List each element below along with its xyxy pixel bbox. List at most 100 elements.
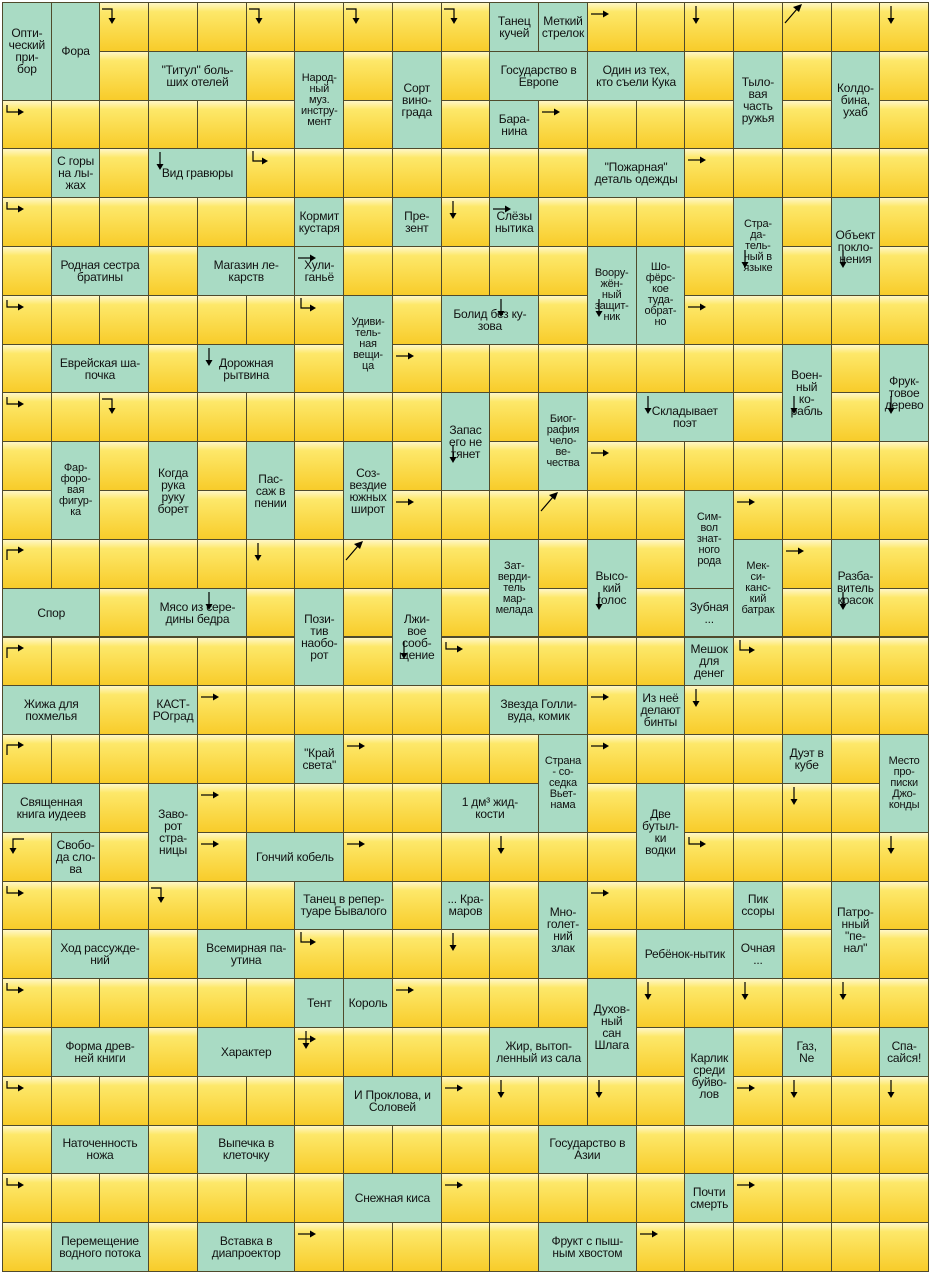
- answer-cell[interactable]: [391, 978, 442, 1028]
- answer-cell[interactable]: [586, 880, 637, 931]
- answer-cell[interactable]: [781, 50, 832, 101]
- answer-cell[interactable]: [684, 50, 735, 101]
- answer-cell[interactable]: [733, 392, 783, 443]
- answer-cell[interactable]: [196, 782, 247, 833]
- answer-cell[interactable]: [440, 538, 491, 589]
- answer-cell[interactable]: [879, 50, 929, 101]
- answer-cell[interactable]: [391, 441, 442, 492]
- answer-cell[interactable]: [196, 392, 247, 443]
- answer-cell[interactable]: [830, 831, 881, 882]
- answer-cell[interactable]: [148, 978, 198, 1028]
- answer-cell[interactable]: [245, 734, 296, 784]
- answer-cell[interactable]: [684, 734, 735, 784]
- answer-cell[interactable]: [196, 636, 247, 687]
- answer-cell[interactable]: [294, 1075, 345, 1126]
- answer-cell[interactable]: [2, 538, 52, 589]
- answer-cell[interactable]: [635, 99, 686, 150]
- answer-cell[interactable]: [733, 782, 783, 833]
- answer-cell[interactable]: [440, 490, 491, 540]
- answer-cell[interactable]: [196, 197, 247, 248]
- answer-cell[interactable]: [489, 392, 540, 443]
- answer-cell[interactable]: [99, 978, 150, 1028]
- answer-cell[interactable]: [684, 1222, 735, 1272]
- answer-cell[interactable]: [245, 978, 296, 1028]
- answer-cell[interactable]: [830, 294, 881, 345]
- answer-cell[interactable]: [391, 2, 442, 52]
- answer-cell[interactable]: [781, 99, 832, 150]
- answer-cell[interactable]: [343, 148, 393, 199]
- answer-cell[interactable]: [294, 538, 345, 589]
- answer-cell[interactable]: [99, 197, 150, 248]
- answer-cell[interactable]: [148, 1222, 198, 1272]
- answer-cell[interactable]: [343, 1026, 393, 1077]
- answer-cell[interactable]: [148, 734, 198, 784]
- answer-cell[interactable]: [538, 294, 588, 345]
- answer-cell[interactable]: [294, 1173, 345, 1224]
- answer-cell[interactable]: [586, 490, 637, 540]
- answer-cell[interactable]: [196, 831, 247, 882]
- answer-cell[interactable]: [489, 1222, 540, 1272]
- answer-cell[interactable]: [781, 148, 832, 199]
- answer-cell[interactable]: [586, 734, 637, 784]
- answer-cell[interactable]: [440, 685, 491, 736]
- answer-cell[interactable]: [2, 343, 52, 394]
- answer-cell[interactable]: [148, 1124, 198, 1175]
- answer-cell[interactable]: [196, 2, 247, 52]
- answer-cell[interactable]: [440, 636, 491, 687]
- answer-cell[interactable]: [148, 538, 198, 589]
- answer-cell[interactable]: [99, 538, 150, 589]
- answer-cell[interactable]: [733, 1026, 783, 1077]
- answer-cell[interactable]: [781, 1173, 832, 1224]
- answer-cell[interactable]: [684, 782, 735, 833]
- answer-cell[interactable]: [343, 1124, 393, 1175]
- answer-cell[interactable]: [99, 148, 150, 199]
- answer-cell[interactable]: [294, 343, 345, 394]
- answer-cell[interactable]: [733, 343, 783, 394]
- answer-cell[interactable]: [635, 1222, 686, 1272]
- answer-cell[interactable]: [148, 343, 198, 394]
- answer-cell[interactable]: [830, 1075, 881, 1126]
- answer-cell[interactable]: [148, 636, 198, 687]
- answer-cell[interactable]: [50, 880, 101, 931]
- answer-cell[interactable]: [440, 197, 491, 248]
- answer-cell[interactable]: [489, 1124, 540, 1175]
- answer-cell[interactable]: [489, 441, 540, 492]
- answer-cell[interactable]: [245, 148, 296, 199]
- answer-cell[interactable]: [879, 880, 929, 931]
- answer-cell[interactable]: [391, 880, 442, 931]
- answer-cell[interactable]: [879, 246, 929, 296]
- answer-cell[interactable]: [50, 197, 101, 248]
- answer-cell[interactable]: [586, 929, 637, 980]
- answer-cell[interactable]: [440, 734, 491, 784]
- answer-cell[interactable]: [781, 538, 832, 589]
- answer-cell[interactable]: [586, 1075, 637, 1126]
- answer-cell[interactable]: [879, 1124, 929, 1175]
- answer-cell[interactable]: [733, 636, 783, 687]
- answer-cell[interactable]: [245, 50, 296, 101]
- answer-cell[interactable]: [830, 1173, 881, 1224]
- answer-cell[interactable]: [294, 2, 345, 52]
- answer-cell[interactable]: [440, 1075, 491, 1126]
- answer-cell[interactable]: [99, 831, 150, 882]
- answer-cell[interactable]: [879, 197, 929, 248]
- answer-cell[interactable]: [50, 1173, 101, 1224]
- answer-cell[interactable]: [489, 831, 540, 882]
- answer-cell[interactable]: [2, 1222, 52, 1272]
- answer-cell[interactable]: [684, 343, 735, 394]
- answer-cell[interactable]: [586, 2, 637, 52]
- answer-cell[interactable]: [489, 880, 540, 931]
- answer-cell[interactable]: [781, 1124, 832, 1175]
- answer-cell[interactable]: [245, 1075, 296, 1126]
- answer-cell[interactable]: [294, 490, 345, 540]
- answer-cell[interactable]: [879, 294, 929, 345]
- answer-cell[interactable]: [879, 636, 929, 687]
- answer-cell[interactable]: [586, 636, 637, 687]
- answer-cell[interactable]: [830, 148, 881, 199]
- answer-cell[interactable]: [733, 294, 783, 345]
- answer-cell[interactable]: [781, 685, 832, 736]
- answer-cell[interactable]: [196, 294, 247, 345]
- answer-cell[interactable]: [879, 1222, 929, 1272]
- answer-cell[interactable]: [635, 734, 686, 784]
- answer-cell[interactable]: [440, 99, 491, 150]
- answer-cell[interactable]: [586, 392, 637, 443]
